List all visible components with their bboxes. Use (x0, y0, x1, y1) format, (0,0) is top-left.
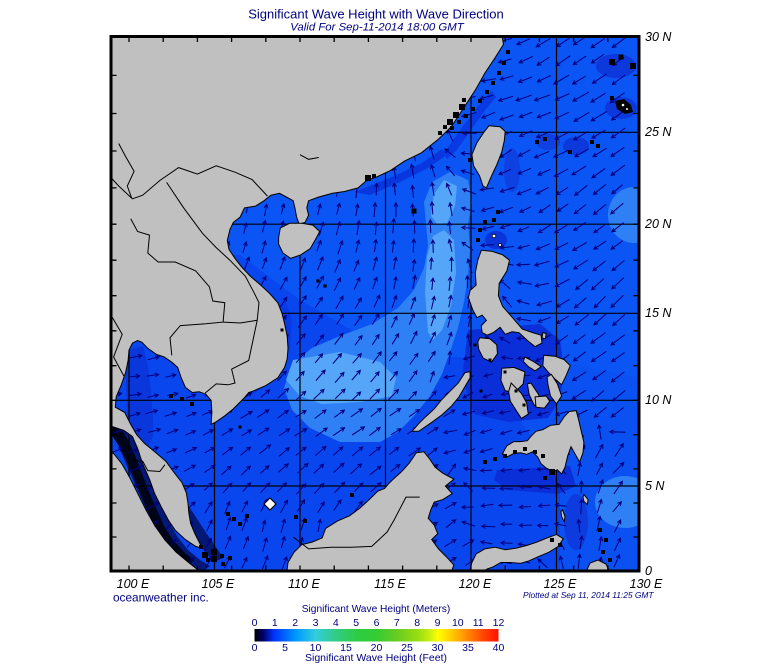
svg-text:8: 8 (414, 617, 420, 629)
svg-text:3: 3 (313, 617, 319, 629)
svg-text:1: 1 (272, 617, 278, 629)
svg-text:35: 35 (462, 642, 474, 654)
svg-text:10: 10 (452, 617, 464, 629)
svg-text:130 E: 130 E (630, 577, 663, 591)
svg-text:30 N: 30 N (645, 30, 672, 44)
svg-text:15 N: 15 N (645, 306, 672, 320)
svg-text:6: 6 (374, 617, 380, 629)
svg-text:40: 40 (493, 642, 505, 654)
svg-text:11: 11 (473, 617, 484, 629)
svg-text:Significant Wave Height with W: Significant Wave Height with Wave Direct… (248, 7, 504, 22)
svg-text:4: 4 (333, 617, 339, 629)
svg-text:0: 0 (252, 642, 258, 654)
svg-text:Significant Wave Height (Feet): Significant Wave Height (Feet) (305, 652, 447, 664)
svg-text:12: 12 (493, 617, 505, 629)
svg-text:0: 0 (252, 617, 258, 629)
svg-text:120 E: 120 E (459, 577, 492, 591)
svg-text:20 N: 20 N (644, 217, 672, 231)
svg-text:100 E: 100 E (117, 577, 150, 591)
svg-text:30: 30 (432, 642, 444, 654)
svg-text:15: 15 (340, 642, 352, 654)
svg-text:2: 2 (292, 617, 298, 629)
svg-text:10 N: 10 N (645, 393, 672, 407)
svg-text:0: 0 (645, 564, 652, 578)
svg-text:25: 25 (401, 642, 413, 654)
svg-text:25 N: 25 N (644, 125, 672, 139)
svg-text:5 N: 5 N (645, 479, 665, 493)
svg-text:5: 5 (282, 642, 288, 654)
svg-text:Valid For Sep-11-2014 18:00 GM: Valid For Sep-11-2014 18:00 GMT (290, 22, 465, 34)
svg-text:125 E: 125 E (544, 577, 577, 591)
svg-text:9: 9 (435, 617, 441, 629)
svg-text:Plotted at Sep 11, 2014 11:25: Plotted at Sep 11, 2014 11:25 GMT (523, 590, 654, 600)
svg-text:20: 20 (371, 642, 383, 654)
svg-text:Significant Wave Height (Meter: Significant Wave Height (Meters) (302, 604, 451, 615)
svg-text:oceanweather inc.: oceanweather inc. (113, 591, 209, 605)
svg-text:7: 7 (394, 617, 400, 629)
svg-text:5: 5 (353, 617, 359, 629)
svg-text:115 E: 115 E (374, 577, 406, 591)
svg-text:110 E: 110 E (288, 577, 320, 591)
svg-text:10: 10 (310, 642, 322, 654)
svg-text:105 E: 105 E (202, 577, 235, 591)
